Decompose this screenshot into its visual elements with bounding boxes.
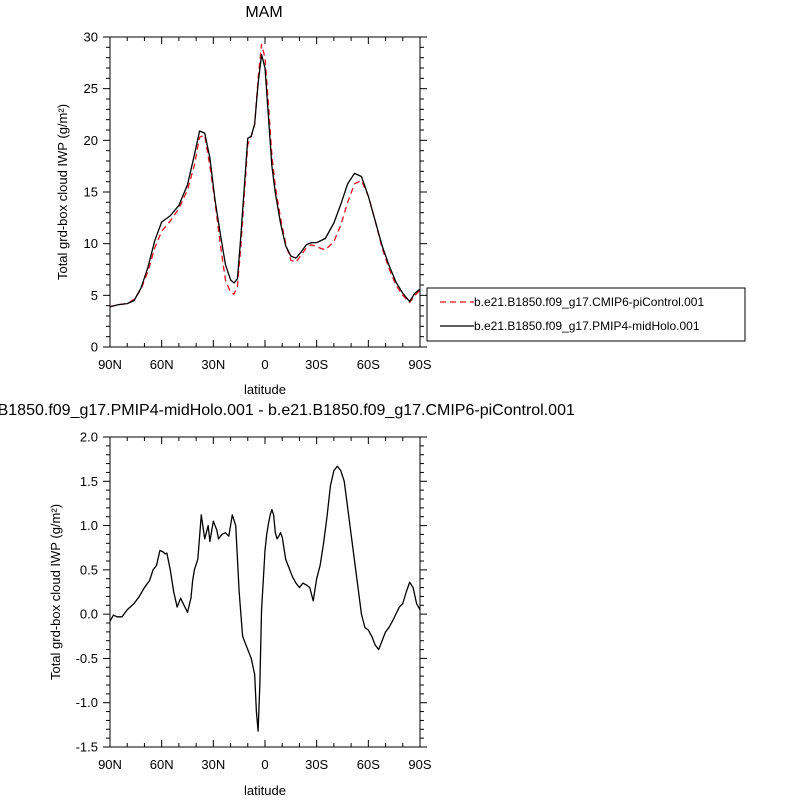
bottom-y-tick-label: 2.0 (80, 430, 98, 445)
bottom-y-tick-label: 0.5 (80, 562, 98, 577)
legend-entry-picontrol: b.e21.B1850.f09_g17.CMIP6-piControl.001 (474, 295, 704, 309)
bottom-x-tick-label: 30N (201, 757, 225, 772)
bottom-x-tick-label: 30S (305, 757, 328, 772)
bottom-series-line-0 (109, 465, 421, 732)
bottom-chart-plot-frame (109, 436, 421, 748)
top-chart-ylabel: Total grd-box cloud IWP (g/m²) (55, 104, 70, 280)
top-y-tick-label: 0 (91, 340, 98, 355)
top-x-tick-label: 30S (305, 357, 328, 372)
top-y-tick-label: 15 (84, 185, 98, 200)
top-y-tick-label: 5 (91, 288, 98, 303)
bottom-chart: b.e21.B1850.f09_g17.PMIP4-midHolo.001 - … (0, 402, 575, 798)
bottom-y-tick-label: -1.0 (76, 695, 98, 710)
bottom-x-tick-label: 60N (150, 757, 174, 772)
top-series-line-0 (109, 43, 421, 308)
legend-box (426, 287, 746, 342)
bottom-chart-title: b.e21.B1850.f09_g17.PMIP4-midHolo.001 - … (0, 402, 575, 419)
top-x-tick-label: 60N (150, 357, 174, 372)
top-y-tick-label: 10 (84, 236, 98, 251)
top-series-line-1 (109, 53, 421, 308)
top-chart-xlabel: latitude (244, 382, 286, 397)
bottom-y-tick-label: 1.0 (80, 518, 98, 533)
bottom-x-tick-label: 90N (98, 757, 122, 772)
top-x-tick-label: 90N (98, 357, 122, 372)
top-y-tick-label: 20 (84, 133, 98, 148)
top-chart: MAM 90N 60N 30N 0 30S 60S 90S 0 5 10 15 20 25 30 lati… (55, 4, 746, 397)
bottom-y-tick-label: 1.5 (80, 474, 98, 489)
top-x-tick-label: 0 (261, 357, 268, 372)
top-chart-legend: b.e21.B1850.f09_g17.CMIP6-piControl.001 … (426, 287, 746, 342)
bottom-x-tick-label: 0 (261, 757, 268, 772)
bottom-chart-xlabel: latitude (244, 783, 286, 798)
bottom-chart-ylabel: Total grd-box cloud IWP (g/m²) (48, 504, 63, 680)
bottom-y-tick-label: -1.5 (76, 740, 98, 755)
bottom-y-tick-label: 0.0 (80, 607, 98, 622)
top-chart-title: MAM (245, 4, 282, 21)
legend-entry-midholo: b.e21.B1850.f09_g17.PMIP4-midHolo.001 (474, 319, 700, 333)
top-y-tick-label: 25 (84, 81, 98, 96)
bottom-x-tick-label: 90S (408, 757, 431, 772)
top-y-tick-label: 30 (84, 30, 98, 45)
top-chart-plot-frame (109, 36, 421, 348)
top-x-tick-label: 30N (201, 357, 225, 372)
top-x-tick-label: 90S (408, 357, 431, 372)
bottom-y-tick-label: -0.5 (76, 651, 98, 666)
top-x-tick-label: 60S (357, 357, 380, 372)
bottom-x-tick-label: 60S (357, 757, 380, 772)
